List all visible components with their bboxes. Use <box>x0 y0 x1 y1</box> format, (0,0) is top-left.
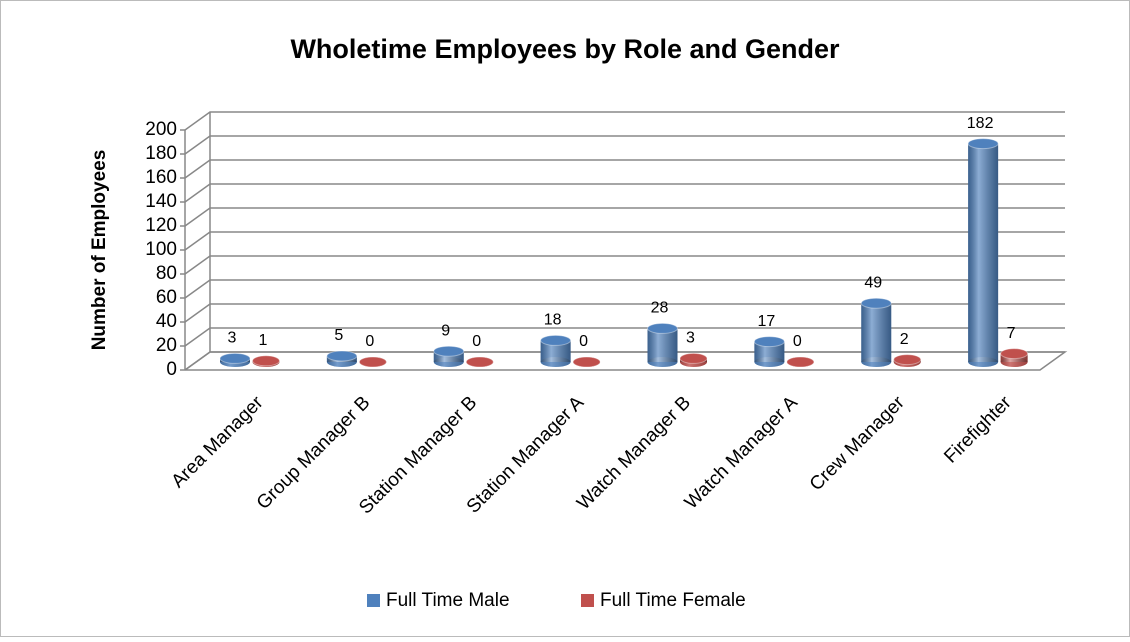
legend-label: Full Time Male <box>386 590 510 611</box>
bar-base-shade <box>968 357 999 367</box>
bar-top <box>252 355 280 367</box>
bar-base-shade <box>647 357 678 367</box>
value-label: 0 <box>579 333 588 350</box>
bar-shade <box>433 351 464 362</box>
grid-line <box>184 207 1065 227</box>
y-tick-label: 0 <box>166 359 177 380</box>
value-label: 2 <box>900 331 909 348</box>
grid-line <box>184 327 1065 347</box>
value-label: 0 <box>472 333 481 350</box>
bar-top <box>647 322 678 334</box>
y-tick-label: 100 <box>145 239 177 260</box>
value-label: 3 <box>686 330 695 347</box>
grid-line <box>184 159 1065 179</box>
bar-top <box>572 356 601 368</box>
bar-shade <box>647 328 678 362</box>
legend-label: Full Time Female <box>600 590 746 611</box>
chart-title: Wholetime Employees by Role and Gender <box>290 34 840 64</box>
value-label: 49 <box>864 274 882 291</box>
bar-top <box>433 345 465 357</box>
bar-base-shade <box>861 357 892 367</box>
bar-top <box>326 350 358 362</box>
grid-line <box>184 303 1065 323</box>
legend-swatch <box>581 594 594 607</box>
bar-shade <box>861 303 892 362</box>
grid-line <box>184 111 1065 131</box>
bar-shade <box>540 340 571 362</box>
legend-swatch <box>367 594 380 607</box>
bar-top <box>860 297 892 309</box>
grid-line <box>184 255 1065 275</box>
value-label: 3 <box>228 330 237 347</box>
value-label: 0 <box>793 333 802 350</box>
bar-base-shade <box>754 357 785 367</box>
y-tick-label: 200 <box>145 119 177 140</box>
bar-top <box>967 138 999 150</box>
value-label: 5 <box>334 327 343 344</box>
y-tick-label: 160 <box>145 167 177 188</box>
bar-base-shade <box>1000 357 1028 367</box>
bar-top <box>786 356 815 368</box>
value-label: 18 <box>544 312 562 329</box>
bar-base-shade <box>540 357 571 367</box>
y-tick-label: 140 <box>145 191 177 212</box>
value-label: 7 <box>1007 325 1016 342</box>
bar-top <box>358 356 387 368</box>
value-label: 17 <box>757 313 775 330</box>
grid-line <box>184 279 1065 299</box>
y-tick-label: 180 <box>145 143 177 164</box>
y-tick-label: 40 <box>156 311 177 332</box>
value-label: 1 <box>259 332 268 349</box>
bar-top <box>893 354 922 366</box>
y-tick-label: 60 <box>156 287 177 308</box>
bar-top <box>753 336 785 348</box>
y-tick-label: 20 <box>156 335 177 356</box>
bar-top <box>1000 348 1029 360</box>
value-label: 182 <box>967 115 994 132</box>
grid-line <box>184 135 1065 155</box>
value-label: 28 <box>651 300 669 317</box>
bar-top <box>540 334 572 346</box>
grid-line <box>184 231 1065 251</box>
bar-base-shade <box>433 357 464 367</box>
value-label: 9 <box>441 322 450 339</box>
bar-top <box>219 352 251 364</box>
y-tick-label: 120 <box>145 215 177 236</box>
grid-line <box>184 183 1065 203</box>
value-label: 0 <box>365 333 374 350</box>
y-axis-label: Number of Employees <box>89 150 110 351</box>
bar-shade <box>754 341 785 362</box>
bar-top <box>465 356 494 368</box>
bar-top <box>679 352 708 364</box>
y-tick-label: 80 <box>156 263 177 284</box>
bar-shade <box>968 143 999 362</box>
